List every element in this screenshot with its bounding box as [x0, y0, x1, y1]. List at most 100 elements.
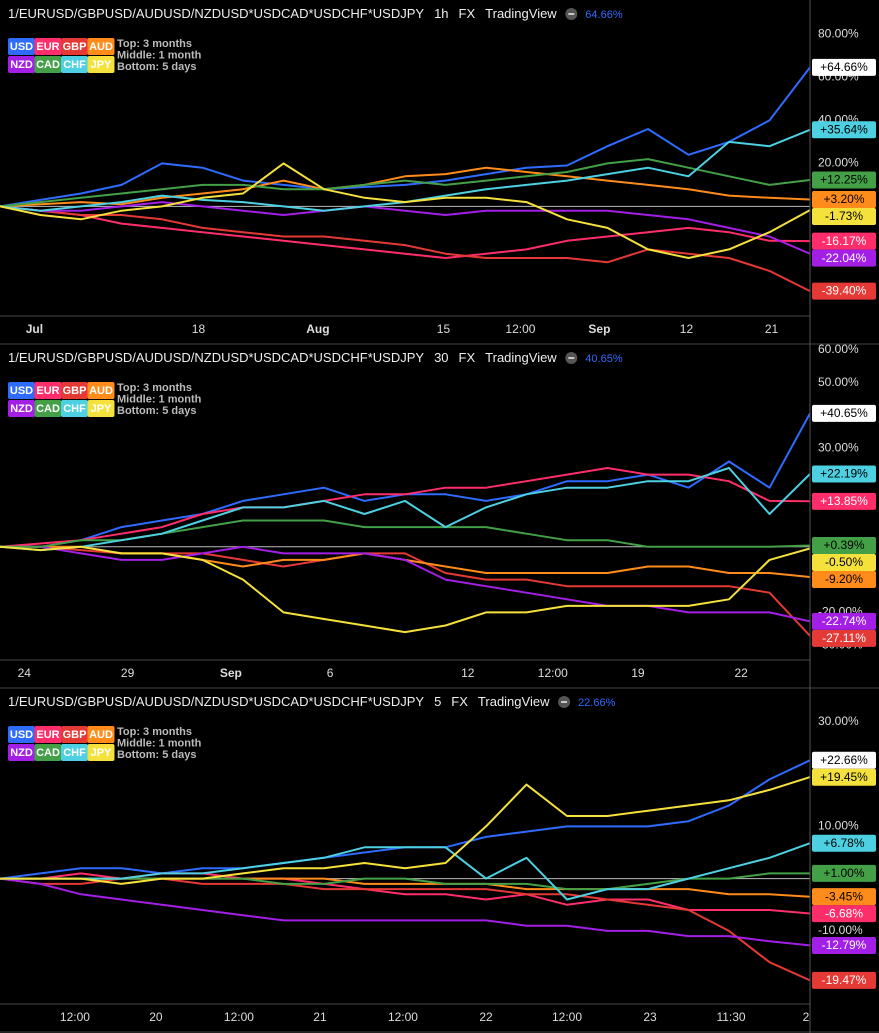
- last-value-box: [812, 404, 876, 422]
- last-value-label: +13.85%: [820, 494, 868, 508]
- header-interval: 1h: [434, 6, 448, 21]
- legend-label: CHF: [63, 59, 86, 71]
- legend-label: JPY: [91, 59, 112, 71]
- series-line: [0, 66, 810, 208]
- chart-header: 1/EURUSD/GBPUSD/AUDUSD/NZDUSD*USDCAD*USD…: [8, 6, 557, 21]
- x-tick-label: Aug: [306, 322, 329, 336]
- legend-note: Middle: 1 month: [117, 393, 202, 405]
- header-interval: 5: [434, 694, 441, 709]
- legend-swatch: [87, 744, 115, 761]
- last-value-box: [812, 629, 876, 647]
- header-value: 40.65%: [585, 353, 623, 365]
- last-value-box: [812, 465, 876, 483]
- legend-label: CHF: [63, 747, 86, 759]
- last-value-label: +6.78%: [823, 836, 864, 850]
- y-tick-label: 10.00%: [818, 819, 859, 833]
- last-value-box: [812, 171, 876, 189]
- last-value-label: -22.04%: [822, 251, 867, 265]
- last-value-label: +64.66%: [820, 60, 868, 74]
- x-tick-label: 6: [327, 666, 334, 680]
- legend-swatch: [8, 400, 35, 417]
- header-title: 1/EURUSD/GBPUSD/AUDUSD/NZDUSD*USDCAD*USD…: [8, 6, 424, 21]
- legend-swatch: [61, 38, 88, 55]
- last-value-label: +1.00%: [823, 866, 864, 880]
- legend-label: NZD: [10, 59, 33, 71]
- y-tick-label: 30.00%: [818, 714, 859, 728]
- x-tick-label: 12:00: [538, 666, 568, 680]
- legend-swatch: [61, 726, 88, 743]
- series-line: [0, 158, 810, 208]
- last-value-box: [812, 232, 876, 250]
- last-value-label: +22.19%: [820, 467, 868, 481]
- series-line: [0, 467, 810, 552]
- last-value-label: -16.17%: [822, 234, 867, 248]
- legend-swatch: [34, 400, 62, 417]
- legend-swatch: [8, 382, 35, 399]
- legend-label: USD: [10, 729, 33, 741]
- series-line: [0, 166, 810, 208]
- legend-swatch: [34, 56, 62, 73]
- last-value-box: [812, 768, 876, 786]
- legend-swatch: [87, 38, 115, 55]
- legend-swatch: [34, 726, 62, 743]
- legend-swatch: [87, 400, 115, 417]
- last-value-label: -6.68%: [825, 906, 863, 920]
- legend-note: Middle: 1 month: [117, 49, 202, 61]
- legend-label: EUR: [36, 385, 59, 397]
- legend-swatch: [61, 382, 88, 399]
- legend-label: CAD: [36, 59, 60, 71]
- legend-note: Bottom: 5 days: [117, 405, 196, 417]
- series-line: [0, 162, 810, 259]
- last-value-box: [812, 121, 876, 139]
- series-line: [0, 467, 810, 548]
- last-value-label: -1.73%: [825, 209, 863, 223]
- x-tick-label: 12:00: [552, 1010, 582, 1024]
- last-value-box: [812, 751, 876, 769]
- chart-header: 1/EURUSD/GBPUSD/AUDUSD/NZDUSD*USDCAD*USD…: [8, 350, 557, 365]
- legend-label: AUD: [89, 385, 113, 397]
- legend-note: Top: 3 months: [117, 726, 192, 738]
- legend-swatch: [34, 38, 62, 55]
- legend-swatch: [61, 400, 88, 417]
- last-value-box: [812, 190, 876, 208]
- last-value-label: +35.64%: [820, 122, 868, 136]
- x-tick-label: 2: [803, 1010, 810, 1024]
- last-value-label: -12.79%: [822, 938, 867, 952]
- legend-label: JPY: [91, 747, 112, 759]
- x-tick-label: 22: [479, 1010, 493, 1024]
- header-source: TradingView: [485, 6, 557, 21]
- series-line: [0, 545, 810, 634]
- last-value-box: [812, 554, 876, 572]
- series-line: [0, 776, 810, 885]
- y-tick-label: 20.00%: [818, 156, 859, 170]
- legend-label: GBP: [63, 729, 87, 741]
- header-title: 1/EURUSD/GBPUSD/AUDUSD/NZDUSD*USDCAD*USD…: [8, 350, 424, 365]
- header-source: TradingView: [478, 694, 550, 709]
- header-exchange: FX: [459, 6, 476, 21]
- last-value-label: +0.39%: [823, 538, 864, 552]
- legend-swatch: [8, 726, 35, 743]
- legend-swatch: [87, 56, 115, 73]
- last-value-label: +3.20%: [823, 192, 864, 206]
- header-exchange: FX: [459, 350, 476, 365]
- x-tick-label: 12:00: [505, 322, 535, 336]
- x-tick-label: 12:00: [224, 1010, 254, 1024]
- series-line: [0, 201, 810, 255]
- series-line: [0, 545, 810, 623]
- legend-swatch: [8, 744, 35, 761]
- panel: 1/EURUSD/GBPUSD/AUDUSD/NZDUSD*USDCAD*USD…: [0, 342, 879, 689]
- x-tick-label: 12:00: [388, 1010, 418, 1024]
- x-tick-label: 12:00: [60, 1010, 90, 1024]
- x-tick-label: 23: [643, 1010, 657, 1024]
- last-value-box: [812, 888, 876, 906]
- x-tick-label: 29: [121, 666, 135, 680]
- legend-label: CAD: [36, 747, 60, 759]
- lines: [0, 412, 810, 637]
- legend-label: EUR: [36, 41, 59, 53]
- header-source: TradingView: [485, 350, 557, 365]
- legend-label: USD: [10, 41, 33, 53]
- legend-label: EUR: [36, 729, 59, 741]
- panel: 1/EURUSD/GBPUSD/AUDUSD/NZDUSD*USDCAD*USD…: [0, 694, 879, 1033]
- last-value-label: -39.40%: [822, 284, 867, 298]
- last-value-label: -3.45%: [825, 889, 863, 903]
